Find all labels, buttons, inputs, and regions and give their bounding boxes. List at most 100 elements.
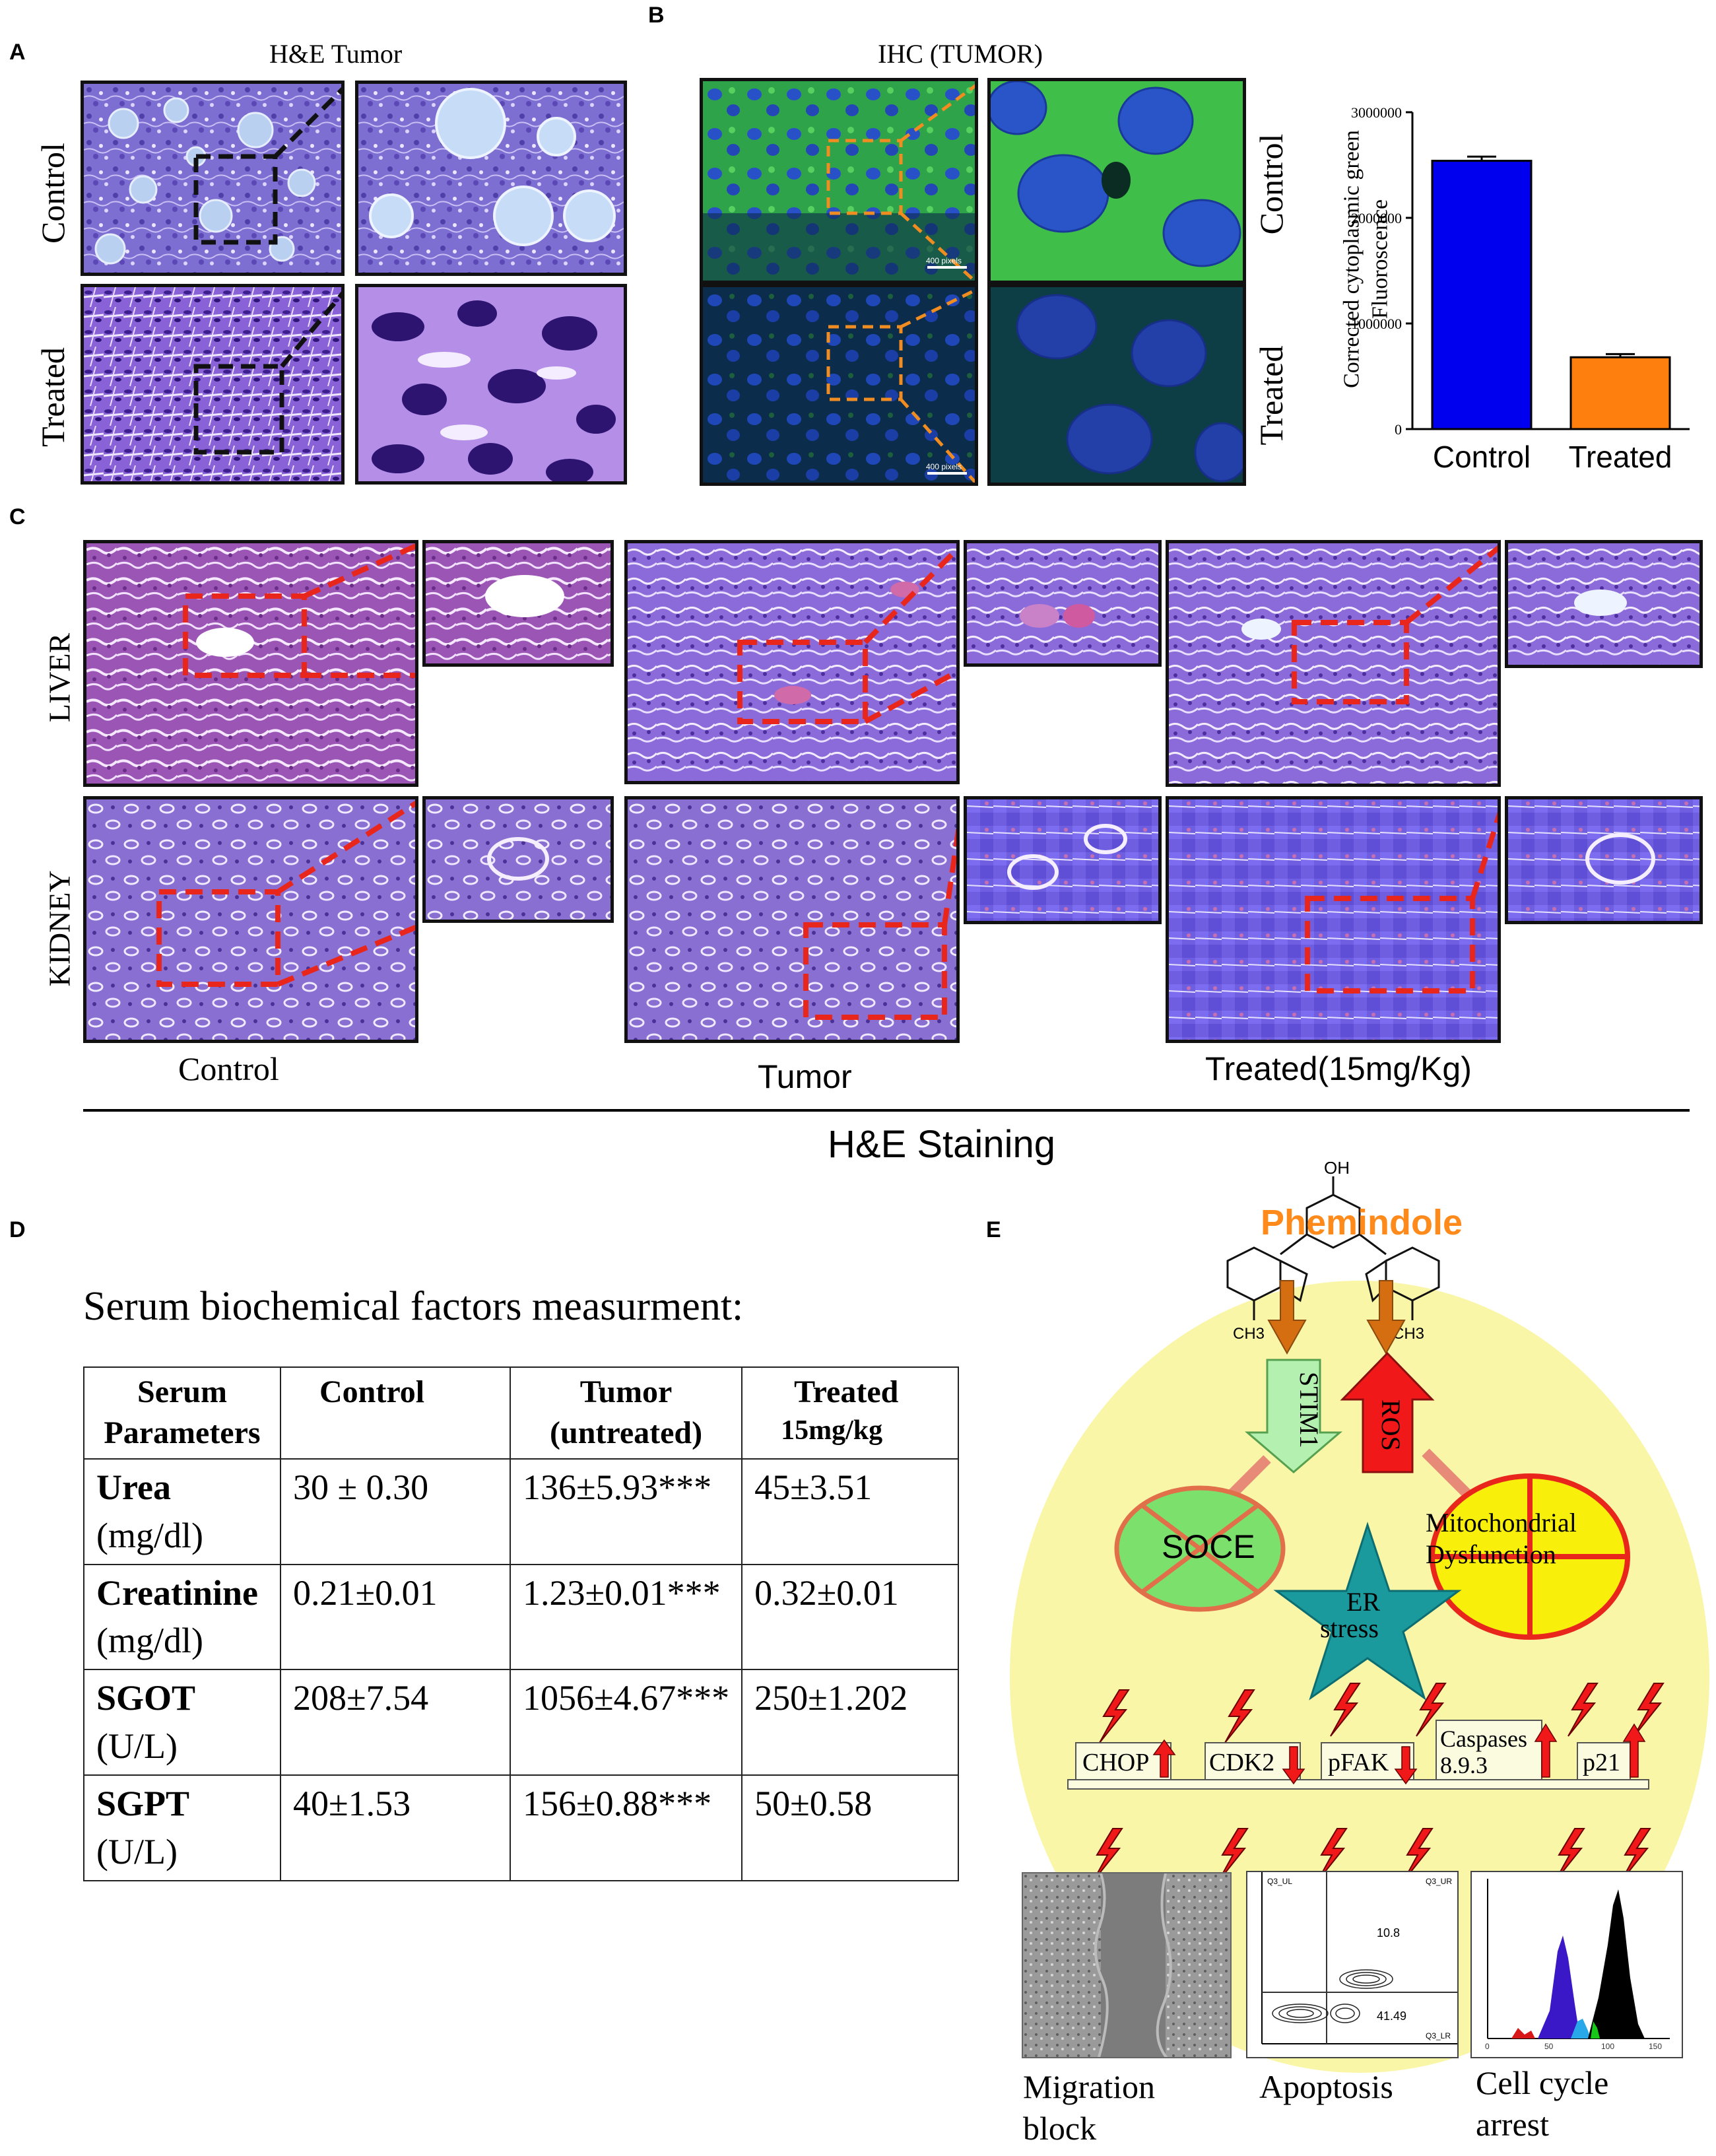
table-row: SGPT (U/L) 40±1.53 156±0.88*** 50±0.58 (83, 1774, 960, 1881)
arrow-down-icon-2 (1394, 1746, 1418, 1785)
cell-cycle-histogram: 0 50 100 150 (1470, 1871, 1683, 2058)
chart-ytick-label: 1000000 (1351, 316, 1402, 332)
flow-q-lr: Q3_LR (1426, 2031, 1451, 2040)
panel-b-row-control: Control (1253, 133, 1290, 235)
marker-cdk2: CDK2 (1209, 1749, 1274, 1776)
kidney-treated-zoom (1505, 796, 1703, 924)
panel-c-row-liver: LIVER (42, 632, 77, 723)
hist-tick-0: 0 (1485, 2042, 1490, 2051)
table-row: SGOT (U/L) 208±7.54 1056±4.67*** 250±1.20… (83, 1669, 960, 1776)
table-row: Creatinine (mg/dl) 0.21±0.01 1.23±0.01***… (83, 1563, 960, 1671)
marker-boxes: CHOP CDK2 pFAK Caspases 8.9.3 p21 (1075, 1720, 1646, 1785)
chart-category-label: Treated (1569, 440, 1672, 474)
row-creatinine-control: 0.21±0.01 (280, 1563, 511, 1671)
ch3-label-left: CH3 (1233, 1325, 1265, 1343)
arrow-up-icon-3 (1622, 1723, 1646, 1778)
row-creatinine-param: Creatinine (mg/dl) (83, 1563, 281, 1671)
row-sgpt-tumor: 156±0.88*** (509, 1774, 743, 1881)
caption-cell-cycle: Cell cycle arrest (1476, 2064, 1609, 2143)
ihc-treated-image: 400 pixels (700, 284, 978, 486)
row-sgot-param: SGOT (U/L) (83, 1669, 281, 1776)
row-urea-param: Urea (mg/dl) (83, 1458, 281, 1565)
panel-a-row-treated: Treated (34, 347, 71, 447)
ihc-treated-zoom (987, 284, 1246, 486)
row-sgpt-treated: 50±0.58 (741, 1774, 960, 1881)
he-tumor-control-zoom (355, 81, 627, 276)
stim1-fluorescence-bar-chart: 0 1000000 2000000 3000000 Control Treated (1351, 106, 1690, 474)
row-sgpt-control: 40±1.53 (280, 1774, 511, 1881)
panel-c-col-treated: Treated(15mg/Kg) (1205, 1050, 1472, 1087)
mito-label-line1: Mitochondrial (1426, 1508, 1577, 1537)
stim1-arrow (1244, 1359, 1343, 1473)
chart-bar (1569, 356, 1671, 430)
flow-q-ul: Q3_UL (1267, 1877, 1292, 1886)
he-tumor-treated-image (81, 284, 345, 485)
soce-label: SOCE (1162, 1528, 1255, 1565)
chart-category-label: Control (1433, 440, 1531, 474)
row-creatinine-tumor: 1.23±0.01*** (509, 1563, 743, 1671)
marker-caspases-line1: Caspases (1440, 1726, 1527, 1752)
oh-label: OH (1324, 1162, 1350, 1178)
er-label-line2: stress (1320, 1613, 1379, 1643)
marker-chop: CHOP (1082, 1749, 1149, 1776)
serum-table: Serum Parameters Control Tumor (untreated)… (83, 1366, 960, 1881)
panel-c-col-control: Control (178, 1050, 279, 1087)
header-control: Control (280, 1366, 511, 1460)
panel-b-row-treated: Treated (1253, 345, 1290, 446)
row-sgpt-param: SGPT (U/L) (83, 1774, 281, 1881)
kidney-tumor-image (624, 796, 960, 1043)
header-tumor: Tumor (untreated) (509, 1366, 743, 1460)
flow-value-ur: 10.8 (1377, 1926, 1400, 1939)
row-sgot-treated: 250±1.202 (741, 1669, 960, 1776)
header-treated: Treated 15mg/kg (741, 1366, 960, 1460)
row-urea-control: 30 ± 0.30 (280, 1458, 511, 1565)
chart-ytick-label: 3000000 (1351, 106, 1402, 121)
he-tumor-control-image (81, 81, 345, 276)
panel-b-title: IHC (TUMOR) (878, 39, 1043, 69)
panel-c-col-tumor: Tumor (758, 1058, 852, 1095)
ihc-control-zoom (987, 78, 1246, 284)
hist-tick-100: 100 (1601, 2042, 1614, 2051)
hist-tick-150: 150 (1649, 2042, 1662, 2051)
marker-bar (1067, 1779, 1649, 1790)
ihc-control-image: 400 pixels (700, 78, 978, 284)
arrow-up-icon (1152, 1739, 1176, 1778)
row-urea-tumor: 136±5.93*** (509, 1458, 743, 1565)
chart-ytick-label: 2000000 (1351, 210, 1402, 226)
chart-bar (1431, 160, 1533, 430)
apoptosis-flow-plot: Q3_UL Q3_UR Q3_LR 10.8 41.49 (1246, 1871, 1459, 2058)
kidney-treated-image (1166, 796, 1501, 1043)
liver-tumor-image (624, 540, 960, 784)
arrow-to-ros (1366, 1280, 1406, 1355)
arrow-to-stim1 (1267, 1280, 1307, 1355)
kidney-control-image (83, 796, 418, 1043)
ros-label: ROS (1376, 1399, 1406, 1451)
arrow-up-icon-2 (1534, 1723, 1558, 1778)
caption-apoptosis: Apoptosis (1259, 2068, 1393, 2105)
caption-migration: Migration block (1023, 2068, 1155, 2147)
ros-arrow (1340, 1351, 1435, 1473)
liver-control-image (83, 540, 418, 787)
panel-e-label: E (986, 1217, 1001, 1242)
liver-tumor-zoom (964, 540, 1162, 667)
liver-treated-zoom (1505, 540, 1703, 668)
scale-bar-text: 400 pixels (926, 256, 962, 265)
liver-treated-image (1166, 540, 1501, 787)
serum-table-header: Serum Parameters Control Tumor (untreated)… (83, 1366, 960, 1460)
lightning-icons-top (1099, 1683, 1665, 1743)
marker-pfak: pFAK (1328, 1749, 1389, 1776)
row-sgot-control: 208±7.54 (280, 1669, 511, 1776)
drug-name: Phemindole (1261, 1203, 1463, 1242)
row-urea-treated: 45±3.51 (741, 1458, 960, 1565)
panel-c-label: C (9, 504, 26, 529)
marker-caspases-line2: 8.9.3 (1440, 1752, 1488, 1778)
kidney-tumor-zoom (964, 796, 1162, 924)
panel-c-footer: H&E Staining (828, 1123, 1055, 1166)
he-tumor-treated-zoom (355, 284, 627, 485)
panel-d-title: Serum biochemical factors measurment: (83, 1284, 744, 1329)
stim1-label: STIM1 (1294, 1372, 1324, 1448)
panel-d-label: D (9, 1217, 26, 1242)
kidney-control-zoom (422, 796, 614, 923)
panel-a-label: A (9, 40, 26, 65)
flow-value-lr: 41.49 (1377, 2009, 1406, 2023)
